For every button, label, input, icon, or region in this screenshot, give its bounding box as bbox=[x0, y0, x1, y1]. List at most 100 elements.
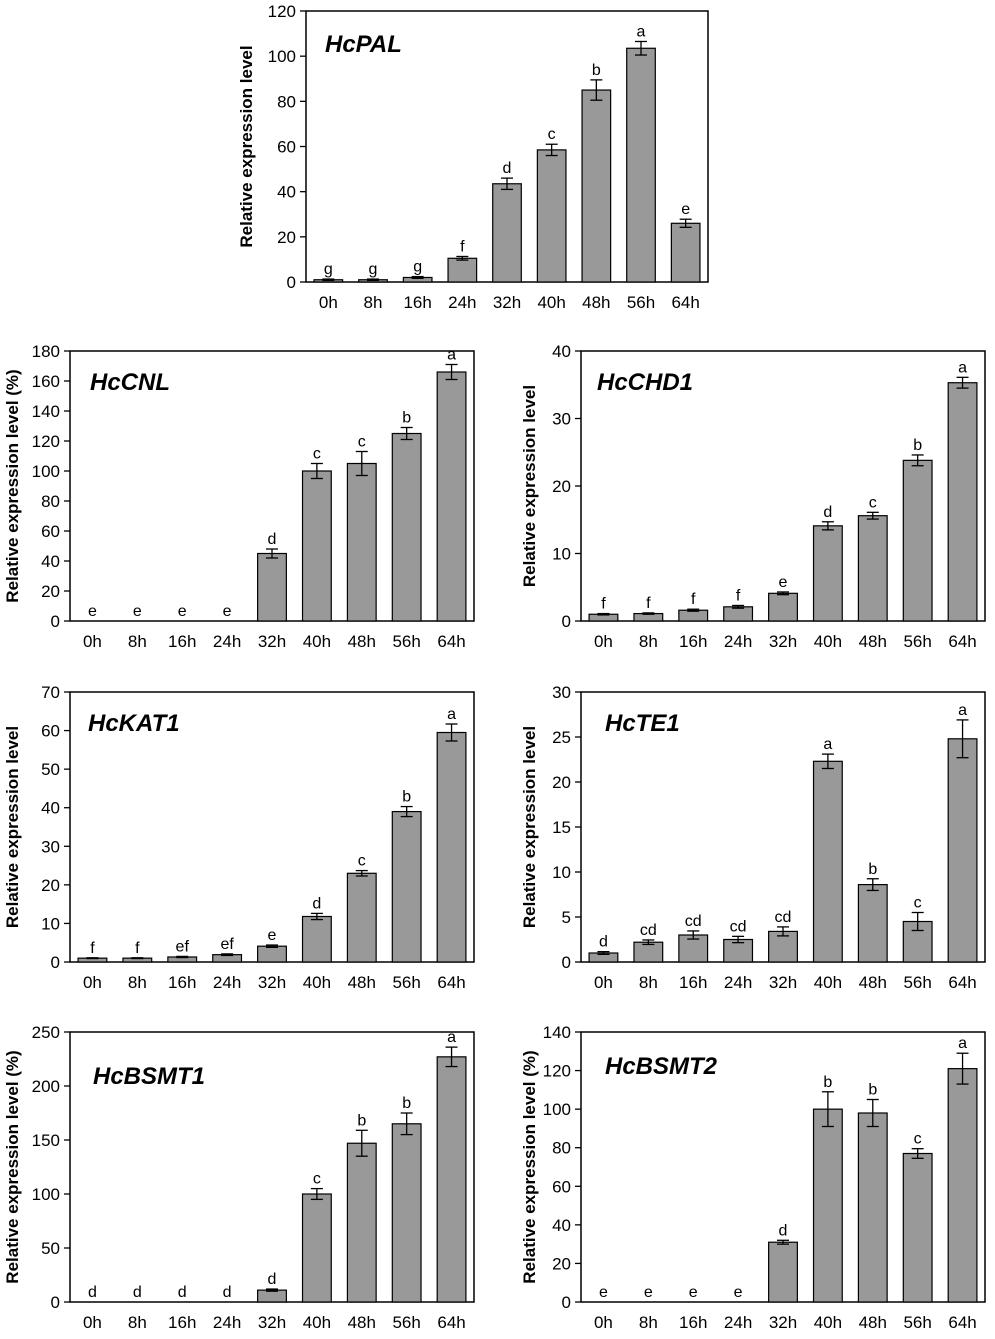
significance-letter: d bbox=[503, 160, 512, 177]
significance-letter: d bbox=[312, 895, 321, 912]
panel-title: HcBSMT2 bbox=[605, 1053, 718, 1080]
bar bbox=[581, 89, 612, 283]
x-tick-label: 64h bbox=[437, 1313, 465, 1332]
x-tick-label: 48h bbox=[582, 293, 610, 312]
x-tick-label: 32h bbox=[258, 1313, 286, 1332]
bar bbox=[812, 760, 843, 963]
y-tick-label: 180 bbox=[32, 342, 60, 361]
significance-letter: a bbox=[637, 23, 646, 40]
y-tick-label: 100 bbox=[543, 1100, 571, 1119]
significance-letter: cd bbox=[775, 909, 792, 926]
x-tick-label: 56h bbox=[903, 1313, 931, 1332]
y-tick-label: 100 bbox=[32, 1185, 60, 1204]
y-tick-label: 20 bbox=[552, 1254, 571, 1273]
significance-letter: e bbox=[779, 574, 788, 591]
x-tick-label: 8h bbox=[128, 1313, 147, 1332]
y-tick-label: 20 bbox=[41, 582, 60, 601]
significance-letter: cd bbox=[685, 913, 702, 930]
y-tick-label: 20 bbox=[552, 477, 571, 496]
x-tick-label: 56h bbox=[392, 1313, 420, 1332]
x-tick-label: 16h bbox=[679, 1313, 707, 1332]
y-tick-label: 30 bbox=[552, 410, 571, 429]
y-axis-label: Relative expression level (%) bbox=[3, 369, 22, 602]
x-tick-label: 48h bbox=[859, 632, 887, 651]
y-axis-label: Relative expression level bbox=[520, 385, 539, 587]
x-tick-label: 32h bbox=[258, 632, 286, 651]
bar bbox=[857, 883, 888, 963]
x-tick-label: 8h bbox=[364, 293, 383, 312]
bar bbox=[857, 1112, 888, 1303]
x-tick-label: 32h bbox=[769, 1313, 797, 1332]
y-tick-label: 50 bbox=[41, 760, 60, 779]
y-tick-label: 50 bbox=[41, 1239, 60, 1258]
significance-letter: a bbox=[958, 359, 967, 376]
significance-letter: f bbox=[736, 587, 741, 604]
significance-letter: d bbox=[223, 1284, 232, 1301]
significance-letter: e bbox=[88, 603, 97, 620]
significance-letter: g bbox=[324, 261, 333, 278]
x-tick-label: 32h bbox=[769, 632, 797, 651]
x-tick-label: 48h bbox=[348, 632, 376, 651]
y-tick-label: 15 bbox=[552, 818, 571, 837]
bar bbox=[492, 183, 522, 283]
x-tick-label: 56h bbox=[392, 632, 420, 651]
y-tick-label: 40 bbox=[41, 799, 60, 818]
significance-letter: e bbox=[599, 1284, 608, 1301]
y-tick-label: 60 bbox=[41, 722, 60, 741]
y-tick-label: 0 bbox=[562, 612, 571, 631]
significance-letter: d bbox=[823, 504, 832, 521]
bar bbox=[857, 515, 888, 622]
significance-letter: e bbox=[681, 201, 690, 218]
x-tick-label: 0h bbox=[594, 973, 613, 992]
y-tick-label: 20 bbox=[552, 773, 571, 792]
x-tick-label: 64h bbox=[671, 293, 699, 312]
y-tick-label: 200 bbox=[32, 1077, 60, 1096]
y-tick-label: 120 bbox=[543, 1062, 571, 1081]
y-tick-label: 60 bbox=[552, 1177, 571, 1196]
significance-letter: c bbox=[313, 1171, 321, 1188]
significance-letter: e bbox=[644, 1284, 653, 1301]
y-tick-label: 0 bbox=[562, 953, 571, 972]
bar bbox=[257, 552, 287, 622]
bar bbox=[947, 1068, 978, 1303]
bar bbox=[536, 149, 567, 283]
x-tick-label: 40h bbox=[303, 632, 331, 651]
significance-letter: cd bbox=[730, 918, 747, 935]
x-tick-label: 64h bbox=[948, 973, 976, 992]
x-tick-label: 48h bbox=[348, 973, 376, 992]
significance-letter: cd bbox=[640, 922, 657, 939]
y-tick-label: 25 bbox=[552, 728, 571, 747]
x-tick-label: 16h bbox=[168, 1313, 196, 1332]
y-tick-label: 120 bbox=[32, 432, 60, 451]
x-tick-label: 48h bbox=[859, 973, 887, 992]
panel-title: HcCNL bbox=[90, 369, 170, 396]
x-tick-label: 16h bbox=[679, 973, 707, 992]
x-tick-label: 40h bbox=[814, 973, 842, 992]
x-tick-label: 40h bbox=[537, 293, 565, 312]
x-tick-label: 0h bbox=[83, 1313, 102, 1332]
x-tick-label: 8h bbox=[128, 973, 147, 992]
y-tick-label: 40 bbox=[552, 342, 571, 361]
bar bbox=[812, 1108, 843, 1303]
bar bbox=[768, 1241, 798, 1303]
significance-letter: d bbox=[268, 1271, 277, 1288]
x-tick-label: 8h bbox=[639, 973, 658, 992]
x-tick-label: 16h bbox=[168, 973, 196, 992]
significance-letter: a bbox=[958, 702, 967, 719]
significance-letter: b bbox=[357, 1112, 366, 1129]
significance-letter: d bbox=[599, 934, 608, 951]
x-tick-label: 32h bbox=[769, 973, 797, 992]
x-tick-label: 24h bbox=[213, 632, 241, 651]
significance-letter: b bbox=[823, 1074, 832, 1091]
bar bbox=[812, 525, 843, 622]
panel-title: HcPAL bbox=[325, 31, 402, 58]
x-tick-label: 8h bbox=[128, 632, 147, 651]
y-tick-label: 20 bbox=[41, 876, 60, 895]
significance-letter: c bbox=[914, 895, 922, 912]
significance-letter: g bbox=[369, 261, 378, 278]
significance-letter: e bbox=[178, 603, 187, 620]
y-tick-label: 150 bbox=[32, 1131, 60, 1150]
y-tick-label: 60 bbox=[277, 138, 296, 157]
y-tick-label: 80 bbox=[277, 92, 296, 111]
